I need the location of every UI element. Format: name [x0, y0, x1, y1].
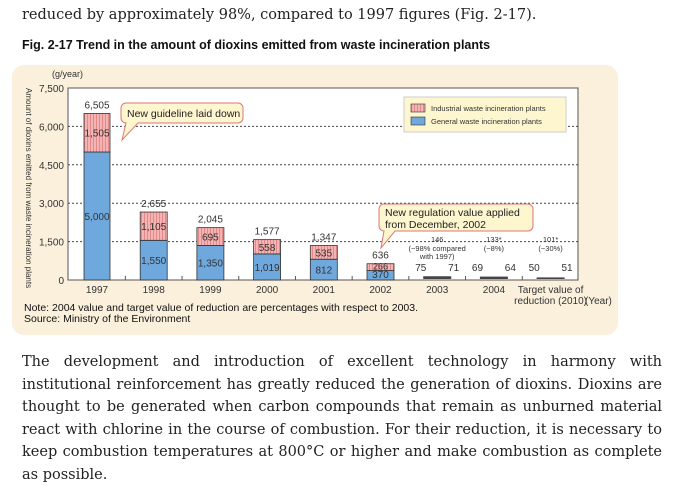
total-label: 1,347	[311, 233, 336, 244]
bar-general-1999	[196, 245, 225, 281]
callout-guideline	[120, 102, 244, 142]
legend-swatch-general	[410, 116, 426, 126]
body-text: The development and introduction of exce…	[22, 354, 662, 483]
annotation-regulation: New regulation value applied	[385, 207, 520, 219]
bar-general-2000	[253, 253, 282, 281]
y-axis-label: Amount of dioxins emitted from waste inc…	[24, 88, 33, 288]
x-tick-label: 1997	[86, 285, 109, 296]
bar-small-Target value of reduction (2010)	[536, 277, 565, 279]
x-tick-label: reduction (2010)	[514, 296, 587, 307]
bar-industrial-2000	[253, 239, 282, 255]
value-label-industrial: 266	[373, 262, 388, 272]
annotation-guideline: New guideline laid down	[127, 108, 240, 120]
y-tick-label: 6,000	[39, 122, 64, 133]
bar-industrial-2001	[309, 245, 338, 260]
bar-industrial-1998	[139, 211, 168, 241]
x-unit-label: (Year)	[585, 296, 612, 307]
x-tick-label: Target value of	[518, 285, 584, 296]
total-label: 2,045	[198, 215, 223, 226]
legend-box	[403, 96, 567, 133]
bar-small-2004	[479, 276, 508, 279]
y-tick-label: 3,000	[39, 199, 64, 210]
value-label-general: 812	[315, 266, 332, 277]
value-label-industrial: 535	[315, 248, 332, 259]
legend-label-general: General waste incineration plants	[431, 117, 542, 126]
total-note: (−98% compared	[409, 244, 466, 253]
x-tick-label: 2002	[369, 285, 392, 296]
figure-title: Fig. 2-17 Trend in the amount of dioxins…	[22, 38, 491, 52]
value-label-general: 1,550	[141, 256, 166, 267]
intro-text: reduced by approximately 98%, compared t…	[22, 7, 537, 23]
total-label: 636	[372, 251, 389, 262]
bar-general-1998	[139, 239, 168, 281]
value-label-industrial: 1,505	[84, 129, 109, 140]
value-label-industrial: 695	[202, 233, 219, 244]
y-tick-label: 1,500	[39, 238, 64, 249]
x-tick-label: 2001	[313, 285, 336, 296]
y-tick-label: 0	[58, 276, 64, 287]
x-tick-label: 2004	[483, 285, 506, 296]
total-note: with 1997)	[419, 252, 455, 261]
total-label: 133*	[486, 235, 502, 244]
total-note: (−30%)	[538, 244, 563, 253]
bar-industrial-2002	[366, 263, 395, 271]
value-label-general: 75	[415, 263, 427, 274]
y-tick-label: 7,500	[39, 84, 64, 95]
value-label-industrial: 51	[561, 263, 573, 274]
value-label-industrial: 558	[259, 243, 276, 254]
legend-label-industrial: Industrial waste incineration plants	[431, 104, 546, 113]
note-text: Note: 2004 value and target value of red…	[24, 302, 419, 314]
value-label-general: 1,019	[255, 263, 280, 274]
legend-swatch-industrial	[410, 103, 426, 113]
value-label-general: 1,350	[198, 259, 223, 270]
annotation-regulation: from December, 2002	[385, 219, 486, 231]
value-label-general: 69	[472, 263, 484, 274]
x-tick-label: 2000	[256, 285, 279, 296]
total-label: 1,577	[255, 227, 280, 238]
chart: 0 1,500 3,000 4,500 6,000 7,500 (g/year) Amount…	[24, 69, 612, 307]
y-tick-label: 4,500	[39, 161, 64, 172]
value-label-general: 5,000	[84, 212, 109, 223]
x-tick-label: 1998	[143, 285, 166, 296]
total-label: 6,505	[84, 100, 109, 111]
value-label-general: 50	[529, 263, 541, 274]
bar-industrial-1997	[83, 113, 111, 153]
callout-regulation	[378, 203, 534, 250]
value-label-industrial: 64	[505, 263, 517, 274]
total-label: 146	[431, 235, 444, 244]
y-unit-label: (g/year)	[52, 69, 83, 79]
x-tick-label: 1999	[199, 285, 222, 296]
total-note: (−8%)	[484, 244, 505, 253]
value-label-industrial: 71	[448, 263, 460, 274]
x-tick-label: 2003	[426, 285, 449, 296]
value-label-industrial: 1,105	[141, 222, 166, 233]
source-text: Source: Ministry of the Environment	[24, 313, 191, 325]
value-label-general: 370	[372, 270, 389, 281]
total-label: 101*	[543, 235, 559, 244]
bar-industrial-1999	[196, 227, 225, 246]
bar-general-1997	[83, 151, 111, 281]
chart-note: Note: 2004 value and target value of red…	[24, 303, 418, 325]
total-label: 2,655	[141, 199, 166, 210]
bar-small-2003	[423, 276, 452, 279]
